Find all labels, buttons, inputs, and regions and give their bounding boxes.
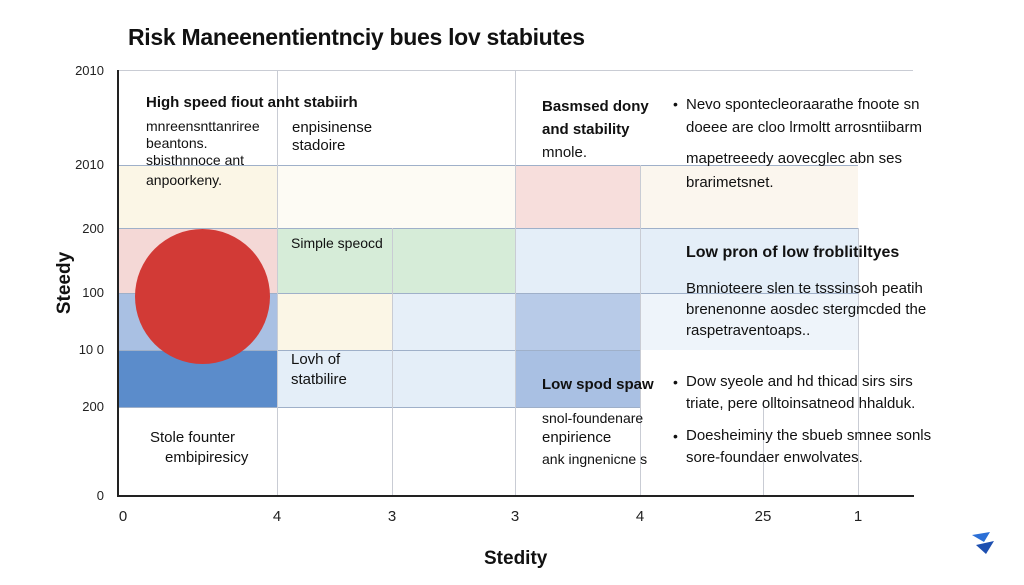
x-tick-label: 4 bbox=[635, 508, 645, 525]
right-note-line: sore-foundaer enwolvates. bbox=[686, 449, 863, 466]
bullet-icon: • bbox=[673, 428, 678, 444]
bullet-icon: • bbox=[673, 96, 678, 112]
gridline bbox=[858, 228, 859, 496]
x-tick-label: 3 bbox=[387, 508, 397, 525]
cell-paleblue-center bbox=[392, 293, 515, 350]
annotation-basmsed: Basmsed dony bbox=[542, 98, 649, 115]
annotation-high-speed-line: mnreensnttanriree bbox=[146, 118, 260, 134]
annotation-high-speed-line: beantons. bbox=[146, 135, 208, 151]
gridline bbox=[640, 165, 641, 496]
right-note-heading: Low pron of low froblitiltyes bbox=[686, 244, 900, 261]
gridline bbox=[277, 70, 278, 496]
gridline bbox=[392, 228, 393, 496]
annotation-stole-founter: Stole founter bbox=[150, 429, 236, 446]
x-axis bbox=[117, 495, 914, 497]
risk-circle bbox=[135, 229, 270, 364]
cell-midblue-bottom bbox=[515, 350, 640, 407]
annotation-low-stability: Lovh of bbox=[291, 351, 341, 368]
annotation-low-stability: statbilire bbox=[291, 371, 347, 388]
y-axis-label: Steedy bbox=[54, 251, 75, 315]
annotation-high-speed-line: anpoorkeny. bbox=[146, 172, 223, 188]
right-note-line: doeee are cloo lrmoltt arrosntiibarm bbox=[686, 119, 922, 136]
brand-logo-icon bbox=[972, 532, 994, 554]
annotation-small-founder: ank ingnenicne s bbox=[542, 451, 648, 467]
cell-paleblue-right bbox=[640, 293, 858, 350]
gridline bbox=[118, 293, 858, 294]
annotation-stole-founter: embipiresicy bbox=[165, 449, 249, 466]
cell-midblue-right bbox=[515, 293, 640, 350]
y-tick-label: 200 bbox=[82, 399, 104, 414]
chart-title: Risk Maneenentientnciy bues lov stabiute… bbox=[128, 24, 585, 50]
cell-paleblue-bottom bbox=[277, 350, 515, 407]
cell-pale-top bbox=[640, 165, 858, 228]
bullet-icon: • bbox=[673, 374, 678, 390]
x-tick-label: 25 bbox=[754, 508, 772, 525]
annotation-enpisinense: enpisinense bbox=[292, 119, 373, 136]
annotation-low-spod: Low spod spaw bbox=[542, 376, 654, 393]
x-tick-label: 4 bbox=[272, 508, 282, 525]
gridline bbox=[118, 228, 858, 229]
y-tick-label: 0 bbox=[96, 488, 104, 503]
right-note-line: Bmnioteere slen te tsssinsoh peatih bbox=[686, 280, 923, 297]
x-tick-label: 1 bbox=[853, 508, 863, 525]
right-note-line: brarimetsnet. bbox=[686, 174, 774, 191]
annotation-basmsed: and stability bbox=[542, 121, 630, 138]
cell-cream-topleft bbox=[118, 165, 277, 228]
gridline bbox=[763, 400, 764, 496]
cell-cream-center bbox=[277, 293, 392, 350]
annotation-mnode: mnole. bbox=[542, 144, 588, 161]
annotation-small-founder: enpirience bbox=[542, 429, 612, 446]
y-tick-label: 200 bbox=[82, 221, 104, 236]
right-note-line: triate, pere olltoinsatneod hhalduk. bbox=[686, 395, 916, 412]
cell-cream-top2 bbox=[277, 165, 515, 228]
annotation-high-speed-line: sbisthnnoce ant bbox=[146, 152, 245, 168]
y-tick-label: 2010 bbox=[75, 157, 104, 172]
y-tick-label: 100 bbox=[82, 285, 104, 300]
right-note-line: Dow syeole and hd thicad sirs sirs bbox=[686, 373, 913, 390]
right-note-line: Nevo spontecleoraarathe fnoote sn bbox=[686, 96, 920, 113]
right-note-line: mapetreeedy aovecglec abn ses bbox=[686, 150, 902, 167]
gridline bbox=[118, 350, 640, 351]
annotation-enpisinense: stadoire bbox=[292, 137, 346, 154]
gridline bbox=[118, 407, 640, 408]
cell-green bbox=[277, 228, 515, 293]
annotation-high-speed-title: High speed fiout anht stabiirh bbox=[146, 94, 358, 111]
x-tick-label: 3 bbox=[510, 508, 520, 525]
y-tick-label: 2010 bbox=[75, 63, 104, 78]
gridline bbox=[118, 165, 858, 166]
annotation-small-founder: snol-foundenare bbox=[542, 410, 644, 426]
y-tick-label: 10 0 bbox=[78, 342, 104, 357]
right-note-line: brenenonne aosdec stergmcded the bbox=[686, 301, 927, 318]
x-tick-label: 0 bbox=[118, 508, 128, 525]
y-axis bbox=[117, 70, 119, 496]
right-note-line: Doesheiminy the sbueb smnee sonls bbox=[686, 427, 932, 444]
cell-pink-top bbox=[515, 165, 640, 228]
cell-lightblue-mid bbox=[515, 228, 858, 293]
annotation-simple-speed: Simple speocd bbox=[291, 235, 383, 251]
gridline bbox=[515, 70, 516, 496]
right-note-line: raspetraventoaps.. bbox=[686, 322, 811, 339]
x-axis-label: Stedity bbox=[484, 548, 548, 569]
